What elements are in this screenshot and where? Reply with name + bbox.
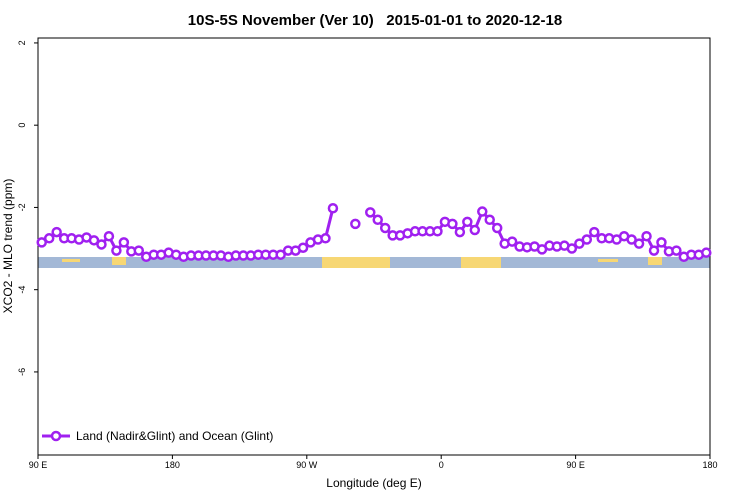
land-band [112,257,126,265]
point [477,206,488,217]
point [320,233,331,244]
x-tick-label: 180 [165,460,180,470]
legend-marker [50,430,62,442]
point [574,238,585,249]
x-tick-label: 90 E [566,460,585,470]
point [671,245,682,256]
point [43,233,55,244]
point [365,207,376,218]
point [350,218,361,230]
land-band [322,257,390,268]
point [275,249,286,260]
point [454,226,466,238]
point [633,238,645,249]
x-tick-label: 90 E [29,460,48,470]
land-band [648,257,662,265]
point [372,214,383,226]
point [447,218,458,230]
point [589,226,600,238]
point [36,237,47,248]
point [506,236,518,247]
point [111,245,122,256]
point [656,237,667,248]
point [626,234,637,245]
land-band [598,259,618,262]
point [641,230,652,242]
chart-title: 10S-5S November (Ver 10) 2015-01-01 to 2… [188,12,562,29]
point [491,222,503,234]
y-tick-label: 0 [17,123,27,128]
y-tick-label: -2 [17,203,27,211]
y-axis-label: XCO2 - MLO trend (ppm) [1,179,15,314]
point [118,237,130,248]
map-strip [38,257,710,268]
y-tick-label: -6 [17,368,27,376]
point [469,224,481,236]
x-axis-label: Longitude (deg E) [326,476,421,490]
point [566,243,578,254]
point [327,203,339,214]
x-tick-label: 180 [702,460,717,470]
point [432,226,443,237]
point [648,245,660,256]
legend-label: Land (Nadir&Glint) and Ocean (Glint) [76,429,273,443]
point [88,235,100,246]
point [96,239,107,250]
plot-frame [37,37,711,456]
point [51,226,62,238]
point [701,247,712,258]
land-band [62,259,80,262]
point [133,245,145,256]
point [462,216,473,228]
point [297,242,309,253]
x-tick-label: 0 [439,460,444,470]
land-band [461,257,501,268]
point [379,222,391,234]
x-tick-label: 90 W [296,460,318,470]
y-tick-label: -4 [17,286,27,294]
point [484,214,495,226]
y-tick-label: 2 [17,40,27,45]
point [581,234,593,245]
point [103,230,115,242]
